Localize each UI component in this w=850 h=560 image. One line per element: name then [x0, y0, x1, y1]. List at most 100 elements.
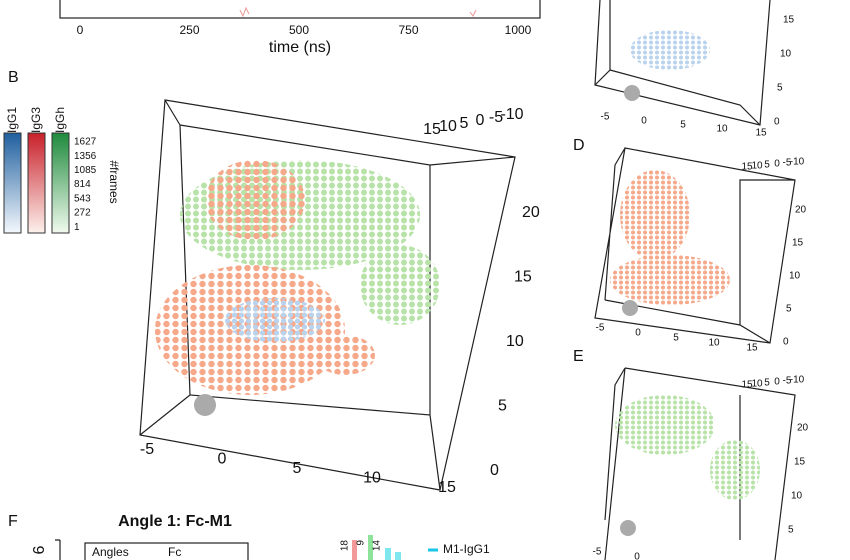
bar: [368, 535, 373, 560]
tick-label: -5: [596, 323, 605, 334]
tick-label: 0: [774, 117, 780, 128]
tick-label: 5: [777, 83, 783, 94]
trace: [239, 6, 477, 18]
legend-tick: 1085: [74, 165, 97, 176]
bar-label: 14: [372, 540, 383, 552]
bar: [352, 540, 357, 560]
tick-label: 15: [423, 121, 441, 138]
axis: [55, 539, 61, 560]
marker: [194, 394, 216, 416]
tick-label: 0: [476, 112, 485, 129]
marker: [622, 300, 638, 316]
tick-label: -5: [601, 112, 610, 123]
x-tick-label: 750: [398, 23, 418, 37]
tick-label: 20: [797, 423, 809, 434]
tick-label: 5: [786, 304, 792, 315]
tick-label: 0: [783, 337, 789, 348]
tick-label: 20: [522, 204, 540, 221]
tick-label: -5: [783, 158, 792, 169]
cloud: [225, 298, 325, 342]
marker: [620, 520, 636, 536]
tick-label: 10: [751, 161, 763, 172]
table-cell: Fc: [168, 545, 181, 559]
tick-label: 10: [506, 333, 524, 350]
3d-box: [604, 367, 796, 560]
tick-label: 15: [783, 15, 795, 26]
bar: [385, 548, 391, 560]
legend-label: M1-IgG1: [443, 542, 490, 556]
x-tick-label: 250: [179, 23, 199, 37]
chart-title: Angle 1: Fc-M1: [118, 513, 232, 530]
plot-frame: [59, 0, 541, 19]
x-tick-label: 500: [289, 23, 309, 37]
cloud: [360, 245, 440, 325]
tick-label: 0: [490, 462, 499, 479]
tick-label: -10: [790, 157, 805, 168]
panel-label: E: [573, 348, 584, 365]
x-tick-label: 1000: [505, 23, 532, 37]
tick-label: 5: [788, 525, 794, 536]
cloud: [620, 170, 690, 260]
panel-b: [3, 99, 516, 491]
tick-label: 10: [780, 49, 792, 60]
tick-label: 5: [293, 460, 302, 477]
tick-label: 5: [460, 115, 469, 132]
table: [84, 542, 249, 560]
tick-label: 15: [438, 479, 456, 496]
legend-title: IgG3: [29, 107, 43, 133]
panel-label: B: [8, 69, 19, 86]
panel-d: [594, 147, 796, 344]
table-cell: Angles: [92, 545, 129, 559]
tick-label: 20: [795, 205, 807, 216]
3d-box: [594, 0, 771, 126]
tick-label: 5: [764, 378, 770, 389]
cloud: [630, 30, 710, 70]
tick-label: 15: [755, 128, 767, 139]
tick-label: 15: [741, 380, 753, 391]
tick-label: 0: [635, 328, 641, 339]
panel-f: [55, 535, 438, 560]
legend-tick: 1356: [74, 151, 97, 162]
tick-label: 0: [634, 552, 640, 560]
tick-label: 0: [774, 377, 780, 388]
legend-caption: #frames: [107, 160, 121, 203]
legend-tick: 1: [74, 222, 80, 233]
tick-label: 15: [794, 457, 806, 468]
legend-title: IgG1: [5, 107, 19, 133]
3d-box: [594, 147, 796, 344]
legend-tick: 543: [74, 193, 91, 204]
colorbar: [27, 132, 46, 234]
tick-label: 10: [751, 379, 763, 390]
tick-label: 10: [439, 118, 457, 135]
bar: [395, 552, 401, 560]
tick-label: -5: [140, 441, 154, 458]
tick-label: 0: [774, 159, 780, 170]
marker: [624, 85, 640, 101]
tick-label: 15: [741, 162, 753, 173]
bar-label: 9: [356, 540, 367, 546]
cloud: [610, 255, 730, 305]
tick-label: 10: [708, 338, 720, 349]
colorbar: [51, 132, 70, 234]
legend-title: IgGh: [53, 107, 67, 133]
cloud: [315, 335, 375, 375]
tick-label: -10: [500, 106, 523, 123]
tick-label: 5: [498, 398, 507, 415]
axis-label: time (ns): [269, 39, 331, 56]
tick-label: 10: [716, 124, 728, 135]
tick-label: -5: [783, 376, 792, 387]
tick-label: -5: [489, 109, 503, 126]
tick-label: 15: [514, 269, 532, 286]
tick-label: 15: [792, 238, 804, 249]
tick-label: 5: [673, 333, 679, 344]
tick-label: -10: [790, 375, 805, 386]
panel-a: [59, 0, 541, 19]
panel-label: F: [8, 513, 18, 530]
panel-label: D: [573, 137, 585, 154]
tick-label: 0: [641, 116, 647, 127]
panel-c: [594, 0, 771, 126]
tick-label: 10: [363, 470, 381, 487]
tick-label: -5: [593, 547, 602, 558]
colorbar: [3, 132, 22, 234]
